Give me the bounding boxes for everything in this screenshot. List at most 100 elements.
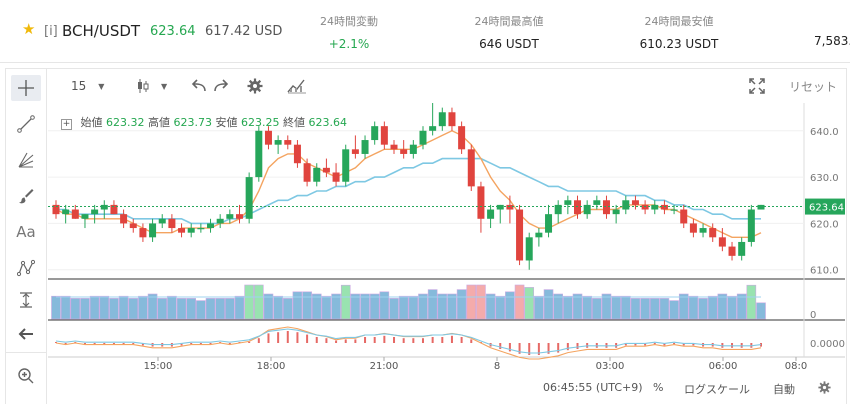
candle-body (612, 209, 620, 215)
fullscreen-icon[interactable] (749, 77, 765, 95)
close-label: 終値 (283, 116, 305, 129)
legend-toggle-icon[interactable]: + (61, 119, 72, 130)
oscillator-bar (364, 337, 367, 343)
volume-bar (282, 298, 293, 320)
time-tick-label: 18:00 (257, 361, 286, 372)
candle-body (178, 228, 186, 233)
chart-axes: 610.0 620.0 630.0 640.0 623.64 0 0.0000 15:00 18… (48, 127, 845, 372)
candle-body (535, 232, 543, 238)
volume-bar (727, 295, 737, 320)
oscillator-bar (257, 338, 260, 343)
candle-body (284, 140, 292, 145)
candle-body (506, 204, 514, 210)
volume-bar (244, 284, 254, 320)
redo-icon[interactable] (213, 77, 229, 95)
undo-icon[interactable] (191, 77, 207, 95)
volume-bar (51, 295, 61, 320)
candle-body (351, 149, 359, 154)
candle-body (380, 126, 388, 145)
candle-body (91, 209, 99, 215)
volume-bar (408, 295, 419, 320)
high-label: 24時間最高値 (474, 15, 544, 28)
candle-body (216, 218, 224, 224)
collapse-arrow-icon[interactable] (11, 321, 41, 347)
zoom-in-icon[interactable] (11, 363, 41, 389)
footer-settings-gear-icon[interactable] (818, 379, 831, 398)
favorite-star-icon[interactable]: ★ (22, 20, 36, 38)
volume-bar (756, 302, 766, 320)
chart-toolbar: 15 ▼ ▼ リセット (47, 69, 845, 103)
oscillator-bar (402, 338, 405, 343)
volume-bar (563, 295, 573, 320)
reset-button[interactable]: リセット (789, 79, 838, 94)
volume-bar (128, 298, 139, 320)
candle-body (728, 246, 736, 256)
chart-type-select[interactable]: ▼ (135, 77, 167, 95)
volume-bar (340, 284, 351, 320)
volume-bar (147, 293, 158, 320)
measure-tool-icon[interactable] (11, 287, 41, 313)
candle-type-icon (138, 79, 149, 93)
pair-name[interactable]: BCH/USDT (62, 22, 141, 40)
candle-body (71, 209, 79, 219)
oscillator-bar (412, 338, 415, 343)
high-value: 646 USDT (479, 37, 539, 51)
change-stat: 24時間変動 +2.1% (289, 13, 409, 51)
oscillator-bar (325, 338, 328, 343)
candle-body (371, 126, 379, 141)
candle-body (100, 204, 108, 210)
pattern-tool-icon[interactable] (11, 255, 41, 281)
candle-body (631, 200, 639, 205)
volume-bar (389, 298, 399, 320)
low-value: 623.25 (241, 116, 280, 129)
oscillator-bar (277, 332, 280, 343)
text-tool-icon[interactable]: Aa (16, 223, 36, 241)
trendline-tool-icon[interactable] (11, 111, 41, 137)
candle-body (81, 214, 89, 219)
crosshair-tool-icon[interactable] (11, 75, 41, 101)
interval-select[interactable]: 15 ▼ (71, 77, 104, 95)
oscillator-bar (644, 343, 647, 346)
price-chart[interactable]: 610.0 620.0 630.0 640.0 623.64 0 0.0000 15:00 18… (6, 69, 846, 404)
volume-bar (601, 293, 612, 320)
volume-bar (592, 298, 602, 320)
low-label: 24時間最安値 (644, 15, 714, 28)
log-scale-toggle[interactable]: ログスケール (684, 383, 750, 396)
volume-bar (215, 298, 225, 320)
auto-scale-toggle[interactable]: 自動 (773, 383, 795, 396)
volume-bar (118, 295, 129, 320)
volume-bar (572, 293, 583, 320)
oscillator-bar (421, 338, 424, 343)
volume-tick-label: 0 (810, 310, 816, 321)
brush-tool-icon[interactable] (11, 183, 41, 209)
close-value: 623.64 (308, 116, 348, 129)
oscillator-macd-line (55, 328, 762, 354)
change-value: +2.1% (328, 37, 370, 51)
candle-body (293, 144, 301, 164)
candle-body (245, 177, 253, 219)
time-tick-label: 21:00 (370, 361, 399, 372)
candle-body (670, 209, 678, 211)
candle-body (264, 130, 272, 145)
oscillator-bar (682, 343, 685, 346)
candle-body (641, 204, 649, 210)
candle-body (467, 149, 475, 187)
fibonacci-tool-icon[interactable] (11, 147, 41, 173)
oscillator-bar (93, 343, 96, 345)
candle-body (757, 204, 765, 210)
volume-bar (630, 298, 641, 320)
oscillator-tick-label: 0.0000 (810, 339, 845, 350)
oscillator-bar (431, 337, 434, 343)
percent-toggle[interactable]: % (653, 381, 664, 394)
oscillator-bar (373, 337, 376, 343)
candle-body (699, 228, 707, 233)
settings-gear-icon[interactable] (247, 77, 263, 95)
oscillator-bar (653, 343, 656, 345)
indicators-icon[interactable] (287, 77, 307, 95)
chevron-down-icon: ▼ (161, 81, 168, 91)
oscillator-bar (383, 335, 386, 343)
volume-bar (89, 295, 100, 320)
volume-bar (167, 295, 177, 320)
oscillator-bar (296, 332, 299, 343)
oscillator-bar (335, 340, 338, 343)
